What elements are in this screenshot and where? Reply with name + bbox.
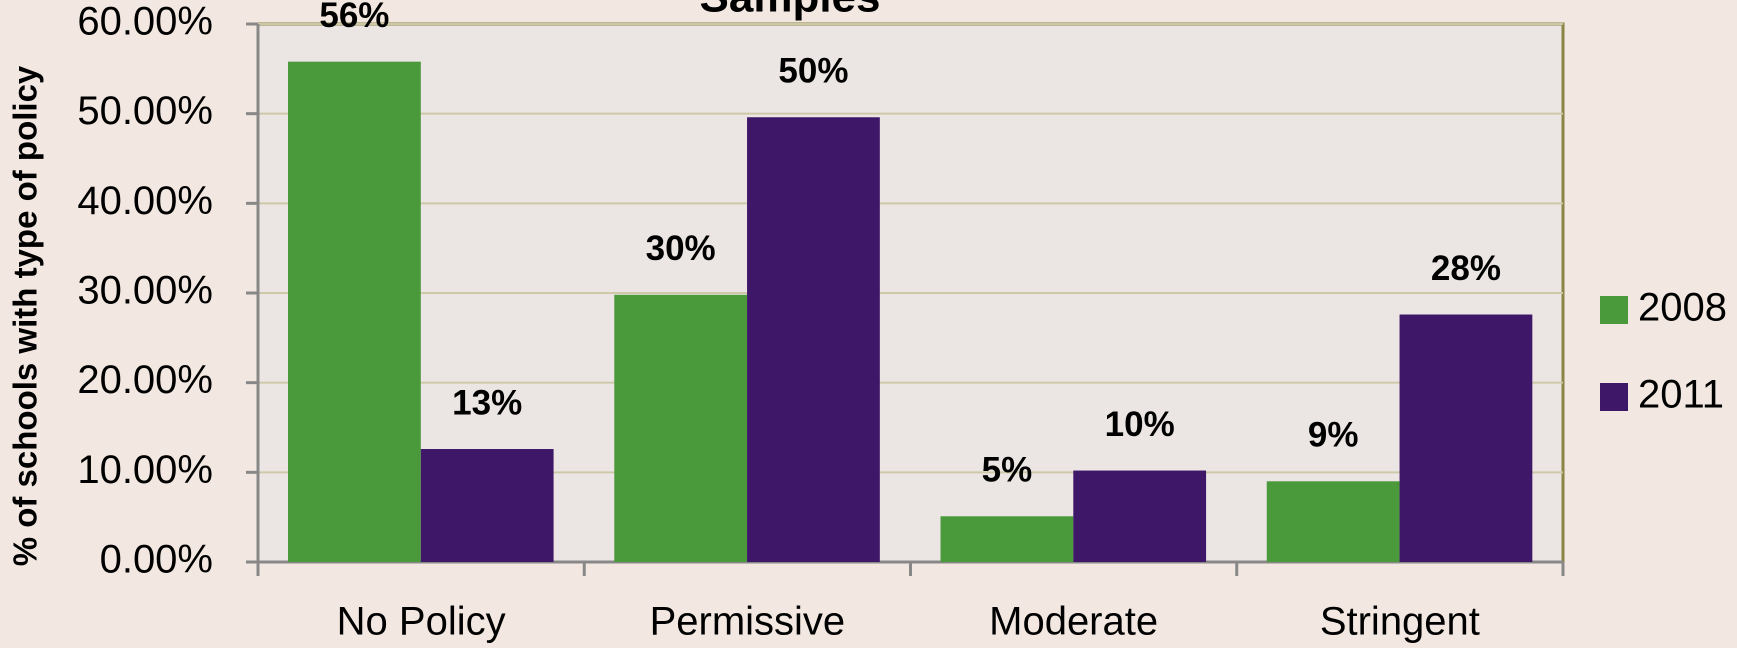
y-tick-label: 10.00% [77,448,213,492]
bar [1399,314,1533,562]
data-label: 28% [1431,249,1501,288]
y-tick-label: 30.00% [77,269,213,313]
bar [288,61,421,562]
bar [614,294,748,562]
chart-title: Samples [700,0,881,22]
legend-swatch [1600,296,1628,324]
data-label: 5% [982,451,1033,490]
y-tick-label: 60.00% [77,0,213,44]
x-tick-label: Stringent [1320,600,1480,644]
y-tick-label: 20.00% [77,358,213,402]
bar [747,117,880,563]
x-tick-label: No Policy [337,600,506,644]
x-tick-label: Moderate [989,600,1158,644]
data-label: 10% [1105,405,1175,444]
bar [940,516,1074,562]
y-tick-label: 50.00% [77,89,213,133]
data-label: 13% [452,383,522,422]
y-tick-label: 40.00% [77,179,213,223]
x-tick-label: Permissive [650,600,846,644]
data-label: 9% [1308,416,1359,455]
data-label: 30% [646,229,716,268]
legend-label: 2011 [1638,373,1724,417]
data-label: 56% [319,0,389,35]
bar [420,449,554,562]
bar [1073,470,1207,562]
y-tick-label: 0.00% [100,538,213,582]
data-label: 50% [778,52,848,91]
legend-label: 2008 [1638,286,1727,330]
y-axis-label: % of schools with type of policy [7,65,44,566]
bar [1266,481,1400,562]
legend-swatch [1600,383,1628,411]
